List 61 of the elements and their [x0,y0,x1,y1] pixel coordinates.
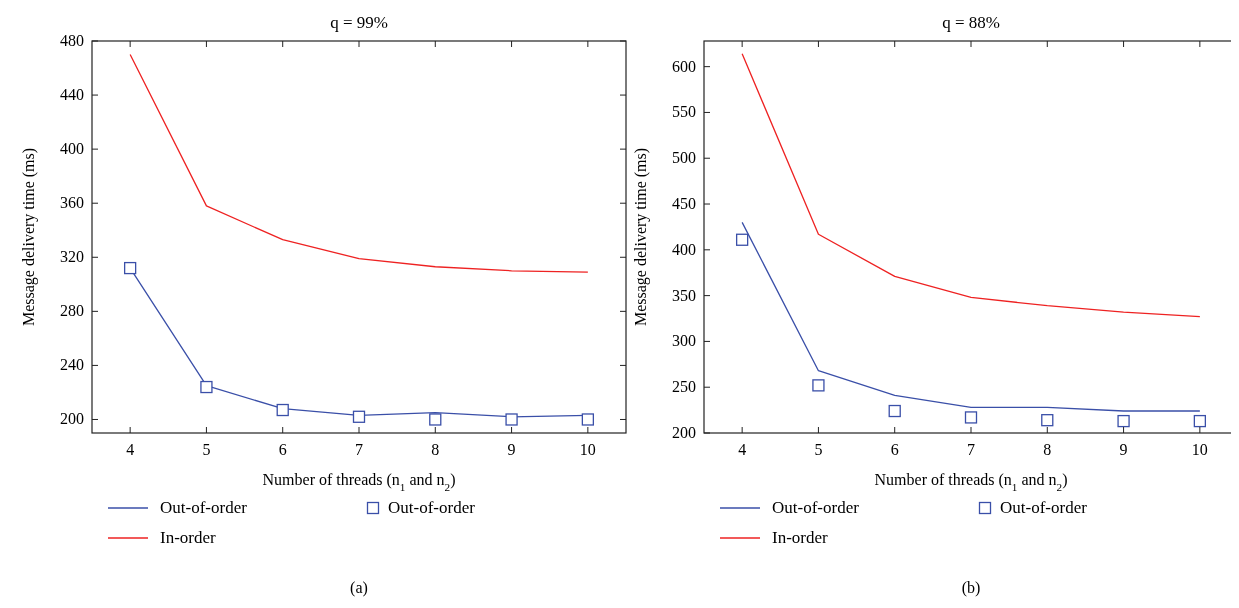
y-tick-label: 200 [60,410,84,428]
point [1117,414,1130,428]
y-tick-label: 300 [672,332,696,350]
x-tick-label: 6 [890,441,899,458]
point [964,411,978,424]
y-tick-label: 400 [60,140,84,158]
y-tick-label: 350 [672,286,696,304]
point [812,379,825,392]
x-tick-label: 9 [1119,441,1128,458]
point [581,413,595,426]
legend-label: Out-of-order [160,498,248,517]
point [888,404,901,418]
x-tick-label: 10 [579,441,596,458]
y-tick-label: 250 [672,378,696,396]
x-tick-label: 5 [814,441,823,458]
point [276,403,289,417]
legend-label: Out-of-order [388,498,476,517]
y-tick-label: 400 [672,240,696,258]
point [352,410,366,423]
point [735,233,749,246]
legend-label: Out-of-order [1000,498,1088,517]
point [505,413,518,426]
x-tick-label: 10 [1191,441,1208,458]
chart-title: q = 99% [330,13,388,32]
y-tick-label: 440 [60,86,84,104]
y-axis-title: Message delivery time (ms) [20,147,38,327]
x-tick-label: 9 [507,441,516,458]
x-tick-label: 7 [355,441,363,458]
line-series [741,53,1201,318]
x-axis-title: Number of threads (n$_{1}$ and n$_{2}$) [262,471,456,493]
x-axis-title: Number of threads (n$_{1}$ and n$_{2}$) [874,471,1068,493]
legend-label: Out-of-order [772,498,860,517]
y-tick-label: 550 [672,103,696,121]
x-tick-label: 7 [967,441,975,458]
point [1041,414,1054,427]
point [200,380,213,394]
y-tick-label: 240 [60,356,84,374]
text: (b) [961,579,981,597]
y-tick-label: 600 [672,57,696,75]
y-tick-label: 500 [672,149,696,167]
x-tick-label: 8 [431,441,440,458]
y-tick-label: 280 [60,302,84,320]
point [429,413,442,426]
text: (a) [350,579,368,597]
x-tick-label: 4 [126,441,135,458]
legend-label: In-order [772,528,829,547]
x-tick-label: 5 [202,441,211,458]
y-tick-label: 200 [672,424,696,441]
y-axis-title: Message delivery time (ms) [632,147,650,327]
y-tick-label: 360 [60,194,84,212]
x-tick-label: 8 [1043,441,1052,458]
y-tick-label: 320 [60,248,84,266]
point [1193,414,1207,428]
point [123,261,137,275]
x-tick-label: 4 [738,441,747,458]
chart-title: q = 88% [942,13,1000,32]
x-tick-label: 6 [278,441,287,458]
y-tick-label: 450 [672,195,696,213]
line-series [129,53,589,273]
legend-label: In-order [160,528,217,547]
y-tick-label: 480 [60,32,84,49]
